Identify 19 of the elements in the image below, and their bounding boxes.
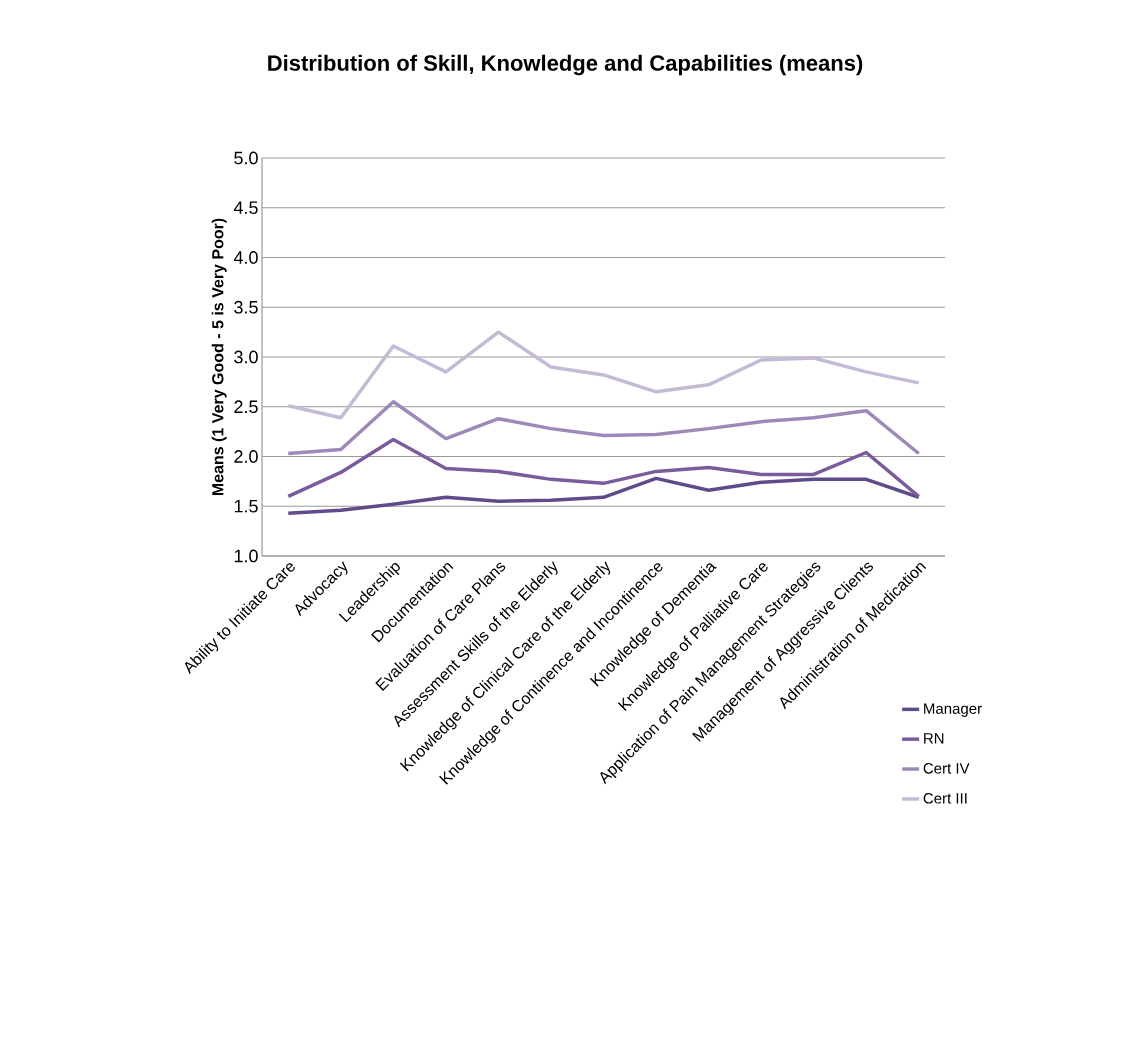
y-tick-label: 4.0 <box>233 251 258 264</box>
line-series <box>286 330 921 420</box>
chart-title: Distribution of Skill, Knowledge and Capabilities (means) <box>268 54 863 76</box>
y-tick-label: 2.0 <box>234 450 258 463</box>
line-series <box>286 437 921 499</box>
y-tick-label: 3.5 <box>234 300 258 314</box>
y-axis-title: Means (1 Very Good - 5 is Very Poor) <box>211 218 227 496</box>
legend-label: RN <box>924 733 944 744</box>
legend-label: Cert III <box>923 793 967 804</box>
y-tick-label: 1.5 <box>234 499 258 513</box>
y-tick-label: 1.0 <box>234 549 258 563</box>
legend-label: Manager <box>924 703 982 717</box>
legend-label: Cert IV <box>923 763 970 774</box>
y-tick-label: 4.5 <box>233 201 258 215</box>
y-tick-label: 3.0 <box>234 350 258 364</box>
line-series <box>286 476 921 515</box>
y-tick-label: 5.0 <box>234 151 258 165</box>
y-tick-label: 2.5 <box>234 400 258 414</box>
line-series <box>286 400 921 456</box>
